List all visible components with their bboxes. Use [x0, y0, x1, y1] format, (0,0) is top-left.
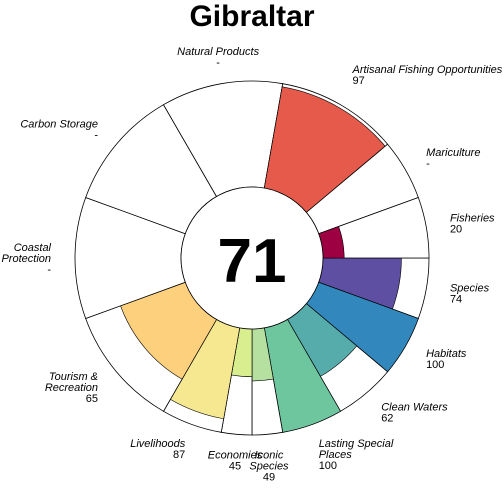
label-text-iconic-species: Species: [249, 460, 289, 472]
value-livelihoods: 87: [173, 449, 185, 461]
value-tourism-recreation: 65: [86, 393, 98, 405]
label-text-economies: Economies: [208, 449, 263, 461]
label-text-tourism-recreation: Tourism &: [49, 371, 98, 383]
value-artisanal-fishing-opportunities: 97: [353, 75, 365, 87]
label-text-coastal-protection: Protection: [1, 253, 51, 265]
label-text-species: Species: [450, 282, 490, 294]
chart-title: Gibraltar: [189, 0, 314, 33]
label-text-artisanal-fishing-opportunities: Artisanal Fishing Opportunities: [352, 64, 503, 76]
overall-score: 71: [218, 227, 287, 296]
label-text-mariculture: Mariculture: [426, 147, 480, 159]
value-natural-products: -: [216, 57, 220, 69]
label-text-natural-products: Natural Products: [177, 46, 259, 58]
value-clean-waters: 62: [381, 412, 393, 424]
value-mariculture: -: [426, 158, 430, 170]
label-text-carbon-storage: Carbon Storage: [20, 118, 98, 130]
value-iconic-species: 49: [263, 471, 275, 483]
label-natural-products: Natural Products-: [177, 46, 259, 69]
center-circle: [180, 186, 324, 330]
value-habitats: 100: [426, 359, 444, 371]
label-text-lasting-special-places: Lasting Special: [319, 438, 394, 450]
value-lasting-special-places: 100: [319, 460, 337, 472]
label-text-habitats: Habitats: [426, 348, 467, 360]
label-text-iconic-species: Iconic: [255, 449, 284, 461]
label-text-fisheries: Fisheries: [450, 213, 495, 225]
label-carbon-storage: Carbon Storage-: [20, 118, 98, 141]
value-fisheries: 20: [450, 224, 462, 236]
label-text-clean-waters: Clean Waters: [381, 401, 448, 413]
value-carbon-storage: -: [94, 129, 98, 141]
value-coastal-protection: -: [47, 264, 51, 276]
label-text-tourism-recreation: Recreation: [45, 382, 98, 394]
value-economies: 45: [229, 460, 241, 472]
label-text-lasting-special-places: Places: [319, 449, 353, 461]
label-text-livelihoods: Livelihoods: [130, 438, 186, 450]
petals: [74, 80, 430, 436]
label-text-coastal-protection: Coastal: [14, 242, 52, 254]
value-species: 74: [450, 293, 462, 305]
label-mariculture: Mariculture-: [426, 147, 480, 170]
